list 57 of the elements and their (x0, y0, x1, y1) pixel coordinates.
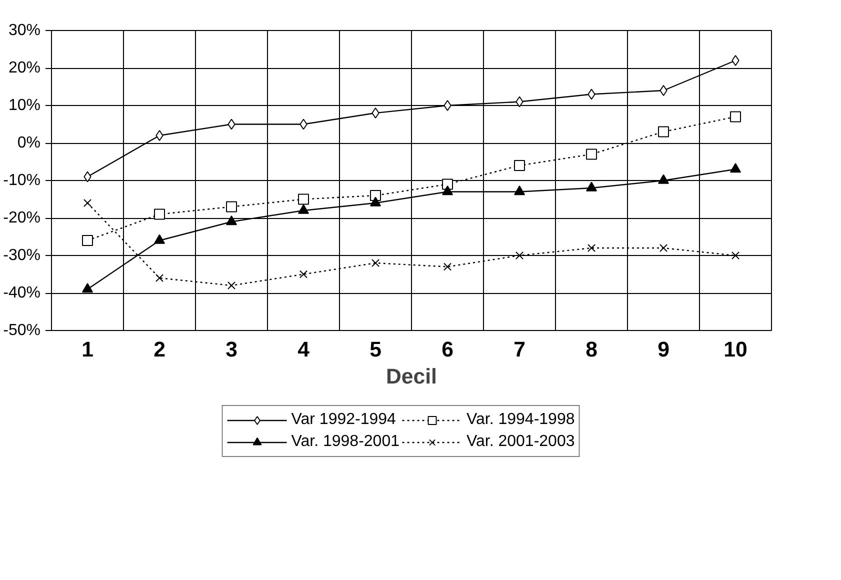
point (730, 162, 741, 173)
y-tick-label: -40% (3, 284, 41, 302)
point (226, 215, 237, 226)
point (587, 244, 596, 252)
point (371, 258, 380, 268)
x-tick-label: 7 (514, 338, 526, 362)
point (442, 185, 453, 196)
point (658, 126, 669, 138)
point (82, 235, 93, 246)
x-axis-title: Decil (386, 364, 437, 388)
point (83, 198, 92, 208)
legend-label: Var 1992-1994 (291, 411, 396, 429)
point (515, 251, 524, 260)
y-tick-label: 0% (17, 134, 40, 152)
point (82, 282, 93, 293)
point (154, 208, 165, 220)
point (155, 274, 164, 282)
point (370, 196, 381, 206)
point (732, 55, 740, 66)
y-tick-label: 20% (8, 60, 41, 76)
point (586, 182, 597, 192)
point (227, 281, 236, 290)
point (443, 262, 452, 271)
y-tick-label: -50% (3, 322, 41, 339)
point (298, 194, 309, 205)
x-tick-label: 9 (658, 338, 670, 362)
point (659, 244, 668, 252)
point (514, 185, 525, 196)
x-tick-label: 3 (226, 338, 238, 362)
y-tick-label: 30% (8, 22, 41, 39)
point (730, 111, 741, 122)
point (514, 160, 525, 171)
point (299, 270, 308, 278)
point (658, 174, 669, 184)
point (372, 108, 380, 118)
legend-label: Var. 2001-2003 (466, 433, 575, 451)
point (444, 100, 452, 111)
point (586, 148, 597, 160)
point (226, 201, 237, 212)
point (731, 251, 740, 260)
x-tick-label: 6 (442, 338, 454, 362)
point (660, 85, 668, 96)
x-tick-label: 8 (586, 338, 598, 362)
point (298, 204, 309, 214)
y-tick-label: -30% (3, 247, 41, 264)
legend-label: Var. 1998-2001 (291, 433, 400, 451)
x-tick-label: 2 (154, 338, 166, 362)
x-tick-label: 10 (724, 338, 748, 362)
y-tick-label: 10% (8, 97, 41, 114)
x-tick-label: 1 (82, 338, 94, 362)
x-tick-label: 4 (298, 338, 310, 362)
x-tick-label: 5 (370, 338, 382, 362)
y-tick-label: -20% (3, 210, 41, 226)
y-tick-label: -10% (3, 172, 41, 189)
point (156, 130, 164, 141)
point (154, 234, 165, 244)
legend-label: Var. 1994-1998 (466, 411, 575, 429)
